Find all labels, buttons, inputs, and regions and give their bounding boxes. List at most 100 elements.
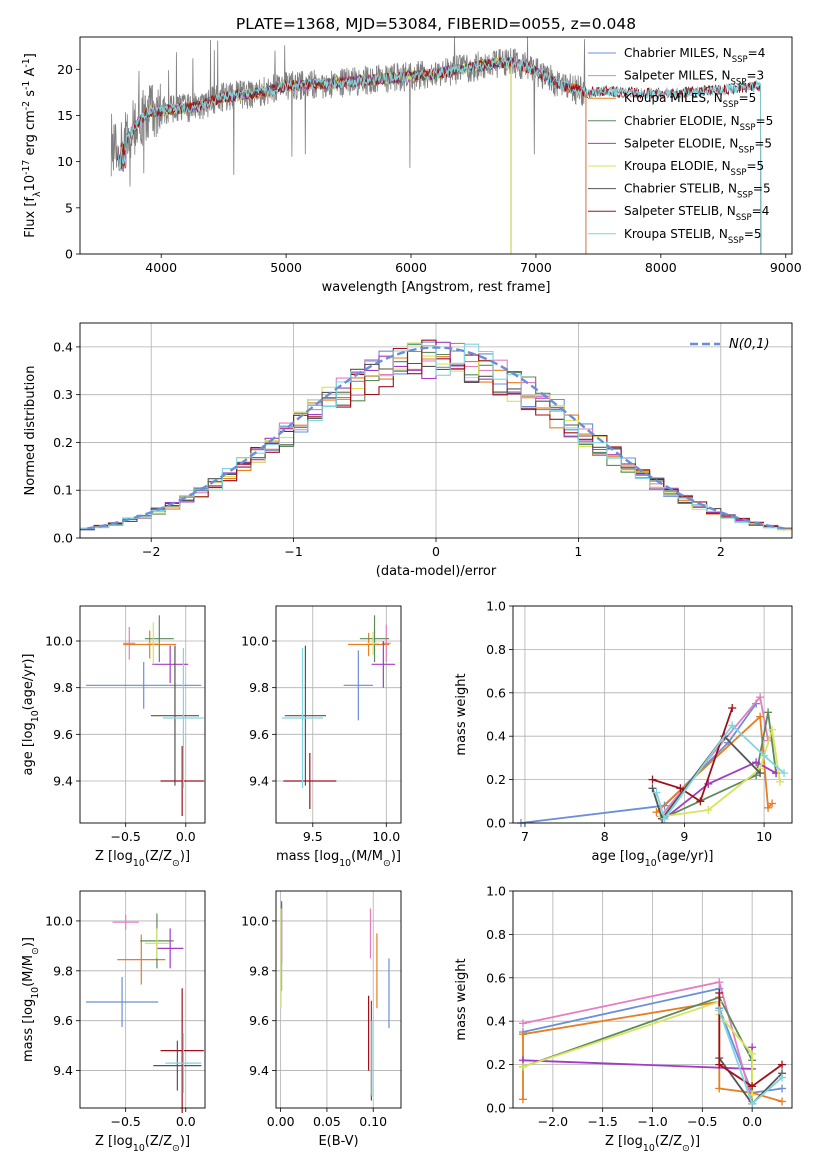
y-tick-label: 0.2: [486, 772, 506, 787]
label-part: age [: [21, 742, 36, 775]
plot-area: [86, 615, 204, 816]
chart-age_mass: 9.5 10.0 9.4 9.6 9.8 10.0 mass [log10(M/M⊙)]: [241, 605, 402, 869]
label-part: ⊙: [172, 1143, 180, 1154]
mass-weight-line: [661, 712, 777, 820]
legend-imf: Kroupa: [624, 159, 666, 173]
chart-mass_Z: −0.5 0.09.49.69.810.0Z [log10(Z/Z⊙)]mass …: [21, 890, 206, 1154]
y-tick-label: 10.0: [241, 634, 269, 649]
legend-imf: Salpeter: [624, 136, 674, 150]
legend-count: =5: [756, 114, 774, 128]
y-tick-label: 9.4: [53, 774, 73, 789]
y-tick-label: 0.8: [486, 642, 506, 657]
label-part: age [: [592, 849, 625, 864]
legend-label: Salpeter MILES, NSSP=3: [624, 69, 764, 88]
label-part: )]: [690, 1134, 700, 1149]
label-part: -1: [21, 81, 32, 90]
plot-area: [80, 339, 792, 531]
legend-n: , N: [720, 182, 737, 196]
label-part: 10: [23, 175, 38, 192]
y-tick-label: 10.0: [45, 634, 73, 649]
x-tick-label: 5000: [270, 260, 302, 275]
label-part: (age/yr)]: [657, 849, 714, 864]
label-part: -1: [21, 58, 32, 67]
label-part: log: [113, 1134, 133, 1149]
x-tick-label: −2: [142, 544, 160, 559]
label-part: )]: [21, 937, 36, 947]
chart-mw_Z: −2.0 −1.5 −1.0 −0.5 0.0 0.0 0.2 0.4 0.6 0.8 1.0 Z […: [454, 884, 793, 1154]
legend-count: =5: [739, 91, 757, 105]
legend-imf: Salpeter: [624, 204, 674, 218]
x-tick-label: 0.0: [742, 1114, 762, 1129]
mass-weight-line: [652, 707, 734, 803]
legend-sub: SSP: [736, 213, 752, 223]
y-tick-label: 9.4: [53, 1063, 73, 1078]
x-tick-label: −1.0: [637, 1114, 667, 1129]
y-tick-label: 9.6: [53, 727, 73, 742]
label-part: Z [: [95, 849, 113, 864]
label-part: ⊙: [682, 1143, 690, 1154]
legend-lib: MILES: [674, 69, 714, 83]
y-tick-label: 10.0: [45, 913, 73, 928]
legend-imf: Kroupa: [624, 91, 666, 105]
legend-count: =5: [746, 159, 764, 173]
legend-label: Kroupa STELIB, NSSP=5: [624, 227, 762, 246]
y-tick-label: 0.0: [486, 816, 506, 831]
x-tick-label: −0.5: [110, 829, 140, 844]
y-tick-label: 0.4: [486, 1014, 506, 1029]
legend-sub: SSP: [731, 78, 747, 88]
x-tick-label: 8000: [645, 260, 677, 275]
y-tick-label: 0.8: [486, 927, 506, 942]
plot-area: [110, 36, 762, 255]
legend-n: , N: [714, 159, 731, 173]
label-part: ⊙: [383, 858, 391, 869]
label-part: )]: [180, 849, 190, 864]
label-part: E(B-V): [318, 1134, 358, 1149]
y-tick-label: 0.4: [53, 339, 73, 354]
legend-count: =4: [752, 204, 770, 218]
x-tick-label: 9: [680, 829, 688, 844]
legend-n: , N: [706, 91, 723, 105]
legend-lib: STELIB: [676, 182, 721, 196]
legend-sub: SSP: [731, 168, 747, 178]
legend-n: , N: [722, 136, 739, 150]
legend: N(0,1): [690, 337, 770, 352]
plot-area: [280, 900, 390, 1101]
legend-imf: Kroupa: [624, 227, 666, 241]
legend-lib: STELIB: [674, 204, 719, 218]
x-axis-label: Z [log10(Z/Z⊙)]: [95, 849, 190, 869]
y-tick-label: 5: [65, 200, 73, 215]
x-tick-label: 6000: [395, 260, 427, 275]
x-tick-label: 10.0: [372, 829, 400, 844]
legend-n: , N: [723, 114, 740, 128]
mass-weight-line: [655, 714, 773, 813]
x-tick-label: 0.00: [267, 1114, 295, 1129]
y-axis-label: mass weight: [454, 673, 469, 755]
label-part: A: [23, 68, 38, 81]
y-axis-label: mass weight: [454, 958, 469, 1040]
model-spectrum-line: [117, 56, 762, 255]
x-tick-label: 9.5: [303, 829, 323, 844]
legend-count: =5: [744, 227, 762, 241]
x-tick-label: 0.0: [176, 829, 196, 844]
plot-area: [518, 978, 787, 1108]
y-tick-label: 0.2: [53, 435, 73, 450]
legend-label: Salpeter ELODIE, NSSP=5: [624, 136, 772, 155]
axes-frame: [512, 605, 793, 824]
label-part: mass weight: [454, 673, 469, 755]
y-tick-label: 9.8: [249, 963, 269, 978]
chart-spectrum: 4000 5000 6000 7000 8000 9000 0 5 10 15 20 waveleng…: [21, 36, 802, 295]
legend-lib: MILES: [666, 91, 706, 105]
x-tick-label: −0.5: [110, 1114, 140, 1129]
y-tick-label: 0.1: [53, 483, 73, 498]
x-tick-label: 9000: [770, 260, 802, 275]
label-part: ⊙: [30, 947, 41, 955]
plot-area: [516, 693, 789, 827]
x-axis-label: Z [log10(Z/Z⊙)]: [95, 1134, 190, 1154]
y-tick-label: 9.8: [53, 680, 73, 695]
label-part: mass [: [276, 849, 319, 864]
legend-sub: SSP: [728, 236, 744, 246]
label-part: Flux [f: [23, 197, 38, 238]
